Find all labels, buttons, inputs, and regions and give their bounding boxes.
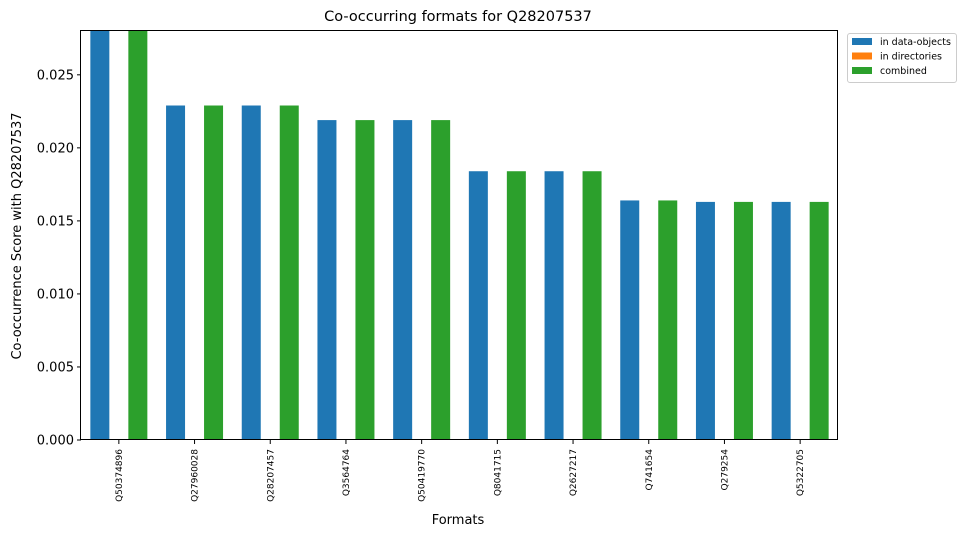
x-tick-label: Q50374896 xyxy=(115,449,125,502)
x-tick-label: Q279254 xyxy=(720,449,730,491)
bar-in-data-objects-Q50374896 xyxy=(90,31,110,440)
bar-in-data-objects-Q279254 xyxy=(695,201,715,440)
legend-swatch xyxy=(852,67,872,74)
x-tick-label: Q2627217 xyxy=(569,449,579,496)
x-tick-label: Q28207457 xyxy=(266,449,276,502)
bar-combined-Q28207457 xyxy=(279,105,299,440)
legend-label: combined xyxy=(880,66,927,77)
bar-combined-Q5322705 xyxy=(809,201,829,440)
y-tick-label: 0.000 xyxy=(37,434,74,449)
bar-combined-Q50374896 xyxy=(128,31,148,440)
bar-combined-Q2627217 xyxy=(582,171,602,441)
x-ticks-group: Q50374896 Q27960028 Q28207457 Q3564764 Q5041… xyxy=(115,440,806,502)
bar-combined-Q50419770 xyxy=(431,120,451,440)
bar-combined-Q27960028 xyxy=(204,105,224,440)
bar-in-data-objects-Q8041715 xyxy=(468,171,488,441)
legend-label: in directories xyxy=(880,52,942,63)
bar-combined-Q3564764 xyxy=(355,120,375,440)
bar-in-data-objects-Q27960028 xyxy=(166,105,186,440)
bar-combined-Q741654 xyxy=(658,200,678,440)
bar-in-data-objects-Q28207457 xyxy=(241,105,261,440)
y-tick-label: 0.005 xyxy=(37,360,74,375)
bar-combined-Q279254 xyxy=(733,201,753,440)
bars-group xyxy=(90,31,829,441)
legend-frame xyxy=(847,33,957,83)
x-tick-label: Q27960028 xyxy=(191,449,201,502)
y-tick-label: 0.010 xyxy=(37,287,74,302)
x-tick-label: Q5322705 xyxy=(796,449,806,496)
x-tick-label: Q50419770 xyxy=(418,449,428,502)
legend-swatch xyxy=(852,52,872,60)
x-tick-label: Q8041715 xyxy=(493,449,503,496)
x-tick-label: Q3564764 xyxy=(342,449,352,496)
y-tick-label: 0.025 xyxy=(37,68,74,83)
plot-frame xyxy=(80,30,838,440)
x-axis-label: Formats xyxy=(432,513,485,528)
bar-in-data-objects-Q741654 xyxy=(620,200,640,440)
legend-swatch xyxy=(852,38,872,45)
legend-label: in data-objects xyxy=(880,37,951,48)
bar-in-data-objects-Q50419770 xyxy=(393,120,413,440)
bar-in-data-objects-Q2627217 xyxy=(544,171,564,441)
y-tick-label: 0.020 xyxy=(37,141,74,156)
bar-combined-Q8041715 xyxy=(506,171,526,441)
legend: in data-objects in directories combined xyxy=(847,33,957,83)
x-tick-label: Q741654 xyxy=(645,449,655,491)
y-axis-label: Co-occurrence Score with Q28207537 xyxy=(10,112,25,359)
y-ticks-group: 0.000 0.005 0.010 0.015 0.020 0.025 xyxy=(37,68,81,449)
bar-in-data-objects-Q3564764 xyxy=(317,120,337,440)
y-tick-label: 0.015 xyxy=(37,214,74,229)
bar-in-data-objects-Q5322705 xyxy=(771,201,791,440)
chart-title: Co-occurring formats for Q28207537 xyxy=(324,9,592,25)
